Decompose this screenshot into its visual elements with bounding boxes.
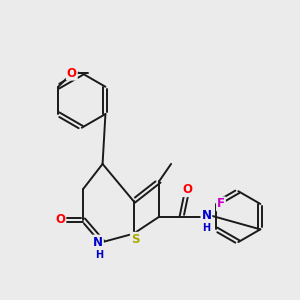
Text: O: O (56, 213, 65, 226)
Text: H: H (95, 250, 104, 260)
Text: O: O (183, 183, 193, 196)
Text: F: F (217, 197, 225, 210)
Text: N: N (201, 208, 212, 222)
Text: H: H (202, 224, 211, 233)
Text: N: N (93, 236, 103, 249)
Text: O: O (67, 67, 77, 80)
Text: S: S (131, 233, 140, 246)
